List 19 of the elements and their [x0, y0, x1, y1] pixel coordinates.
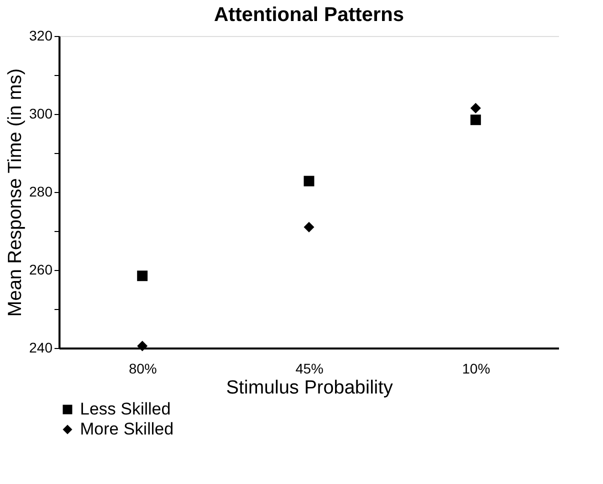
y-tick-label: 300	[29, 106, 53, 122]
point	[304, 222, 314, 232]
x-tick-label: 45%	[295, 360, 324, 376]
x-tick-label: 80%	[128, 360, 157, 376]
x-tick-label: 10%	[462, 360, 490, 376]
y-axis-title: Mean Response Time (in ms)	[5, 68, 26, 317]
x-axis-title: Stimulus Probability	[226, 378, 394, 398]
y-tick-label: 260	[29, 262, 53, 278]
point	[470, 102, 481, 114]
y-tick-label: 320	[29, 28, 53, 44]
legend-label: More Skilled	[80, 420, 174, 438]
point	[137, 270, 148, 282]
point	[137, 340, 148, 352]
legend-label: Less Skilled	[80, 400, 171, 418]
point	[470, 114, 481, 126]
point	[304, 176, 314, 186]
chart-title: Attentional Patterns	[214, 4, 404, 26]
y-tick-label: 240	[29, 340, 53, 356]
y-tick-label: 280	[29, 184, 53, 200]
